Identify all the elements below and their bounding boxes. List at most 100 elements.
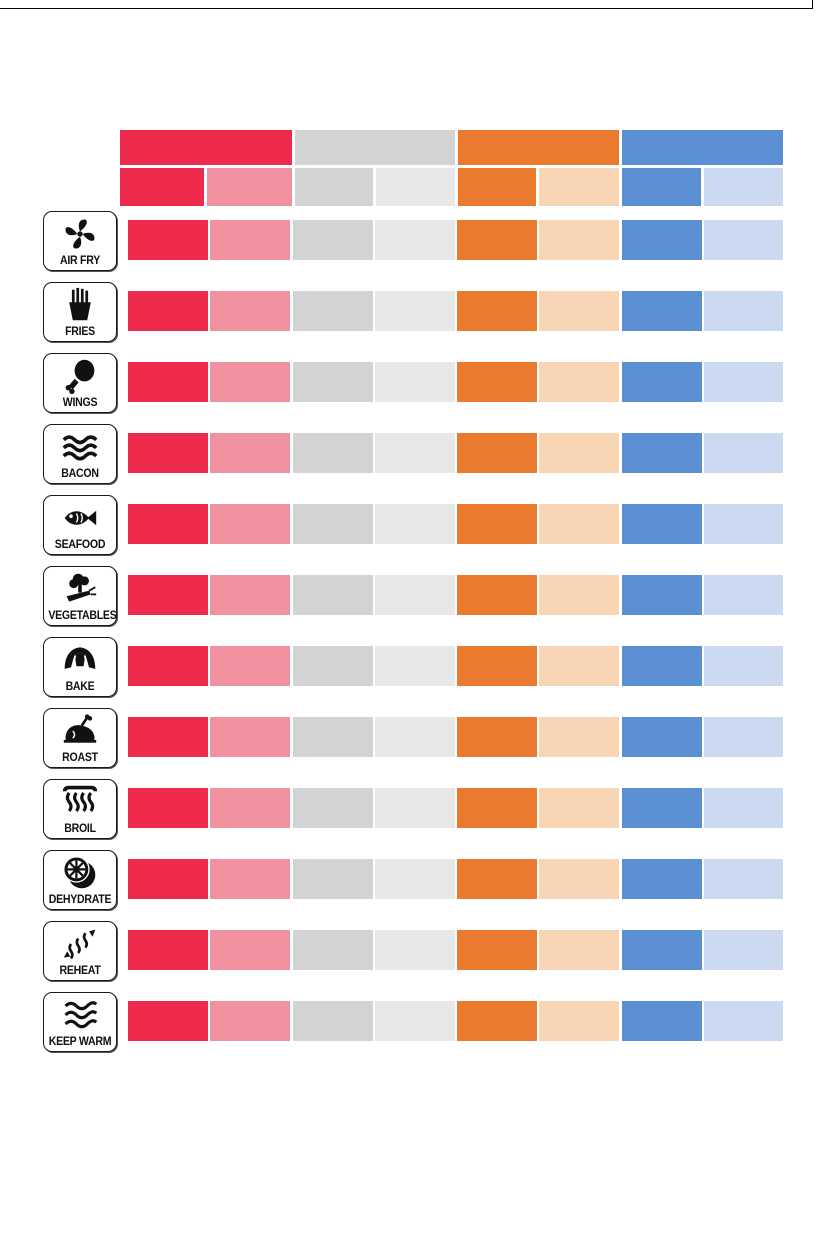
mode-label: BAKE [65,679,95,693]
vegetables-icon [62,571,98,607]
mode-badge: ROAST [43,708,117,768]
setting-cell [457,291,537,331]
setting-cell [457,504,537,544]
mode-badge: REHEAT [43,921,117,981]
setting-cell [293,930,373,970]
setting-cell [622,930,702,970]
setting-cell [293,362,373,402]
fish-icon [62,500,98,536]
setting-cell [457,575,537,615]
setting-cell [622,433,702,473]
setting-cell [128,717,208,757]
setting-cell [210,859,290,899]
setting-cell [704,1001,783,1041]
croissant-icon [62,642,98,678]
setting-cell [704,291,783,331]
reheat-icon [62,926,98,962]
header-group-red [120,130,292,165]
setting-cell [622,220,702,260]
setting-cell [210,362,290,402]
header-group-grey [295,130,455,165]
setting-cell [210,504,290,544]
setting-cell [210,930,290,970]
setting-cell [210,646,290,686]
setting-cell [622,859,702,899]
setting-cell [539,859,619,899]
setting-cell [539,291,619,331]
setting-cell [375,362,455,402]
setting-cell [128,504,208,544]
mode-label: FRIES [65,324,95,338]
drumstick-icon [62,358,98,394]
setting-cell [622,717,702,757]
setting-cell [293,717,373,757]
mode-badge: BROIL [43,779,117,839]
setting-cell [375,433,455,473]
setting-cell [128,1001,208,1041]
setting-cell [539,575,619,615]
bacon-icon [62,429,98,465]
setting-cell [539,433,619,473]
setting-cell [128,788,208,828]
subheader-6 [539,168,619,206]
setting-cell [375,291,455,331]
setting-cell [375,220,455,260]
mode-badge: VEGETABLES [43,566,117,626]
setting-cell [128,930,208,970]
setting-cell [457,362,537,402]
setting-cell [704,788,783,828]
mode-badge: WINGS [43,353,117,413]
setting-cell [622,646,702,686]
setting-cell [293,220,373,260]
mode-row: BACON [43,424,783,486]
setting-cell [293,646,373,686]
citrus-slice-icon [62,855,98,891]
subheader-5 [458,168,536,206]
setting-cell [210,717,290,757]
setting-cell [704,362,783,402]
crop-mark-horizontal [0,8,812,9]
subheader-1 [120,168,204,206]
setting-cell [375,788,455,828]
setting-cell [704,859,783,899]
crop-mark-vertical [812,0,813,9]
setting-cell [210,1001,290,1041]
setting-cell [375,504,455,544]
setting-cell [375,575,455,615]
mode-label: VEGETABLES [48,608,117,622]
setting-cell [704,575,783,615]
mode-badge: KEEP WARM [43,992,117,1052]
setting-cell [622,362,702,402]
header-group-orange [458,130,619,165]
mode-label: BROIL [64,821,96,835]
setting-cell [622,788,702,828]
setting-cell [293,575,373,615]
setting-cell [622,291,702,331]
mode-row: FRIES [43,282,783,344]
setting-cell [704,930,783,970]
setting-cell [210,788,290,828]
setting-cell [210,575,290,615]
mode-label: BACON [61,466,99,480]
mode-label: DEHYDRATE [48,892,112,906]
setting-cell [128,575,208,615]
subheader-3 [295,168,373,206]
setting-cell [457,433,537,473]
setting-cell [210,220,290,260]
keep-warm-icon [62,997,98,1033]
setting-cell [128,291,208,331]
fries-icon [62,287,98,323]
setting-cell [457,1001,537,1041]
subheader-4 [376,168,455,206]
mode-row: WINGS [43,353,783,415]
mode-badge: SEAFOOD [43,495,117,555]
setting-cell [539,717,619,757]
setting-cell [293,433,373,473]
setting-cell [539,788,619,828]
setting-cell [539,646,619,686]
mode-row: BAKE [43,637,783,699]
setting-cell [375,717,455,757]
mode-label: REHEAT [59,963,101,977]
setting-cell [375,646,455,686]
setting-cell [622,504,702,544]
